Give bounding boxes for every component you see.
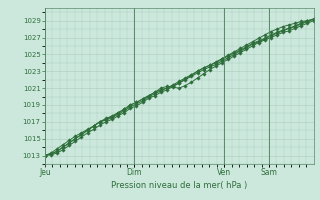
X-axis label: Pression niveau de la mer( hPa ): Pression niveau de la mer( hPa ) bbox=[111, 181, 247, 190]
